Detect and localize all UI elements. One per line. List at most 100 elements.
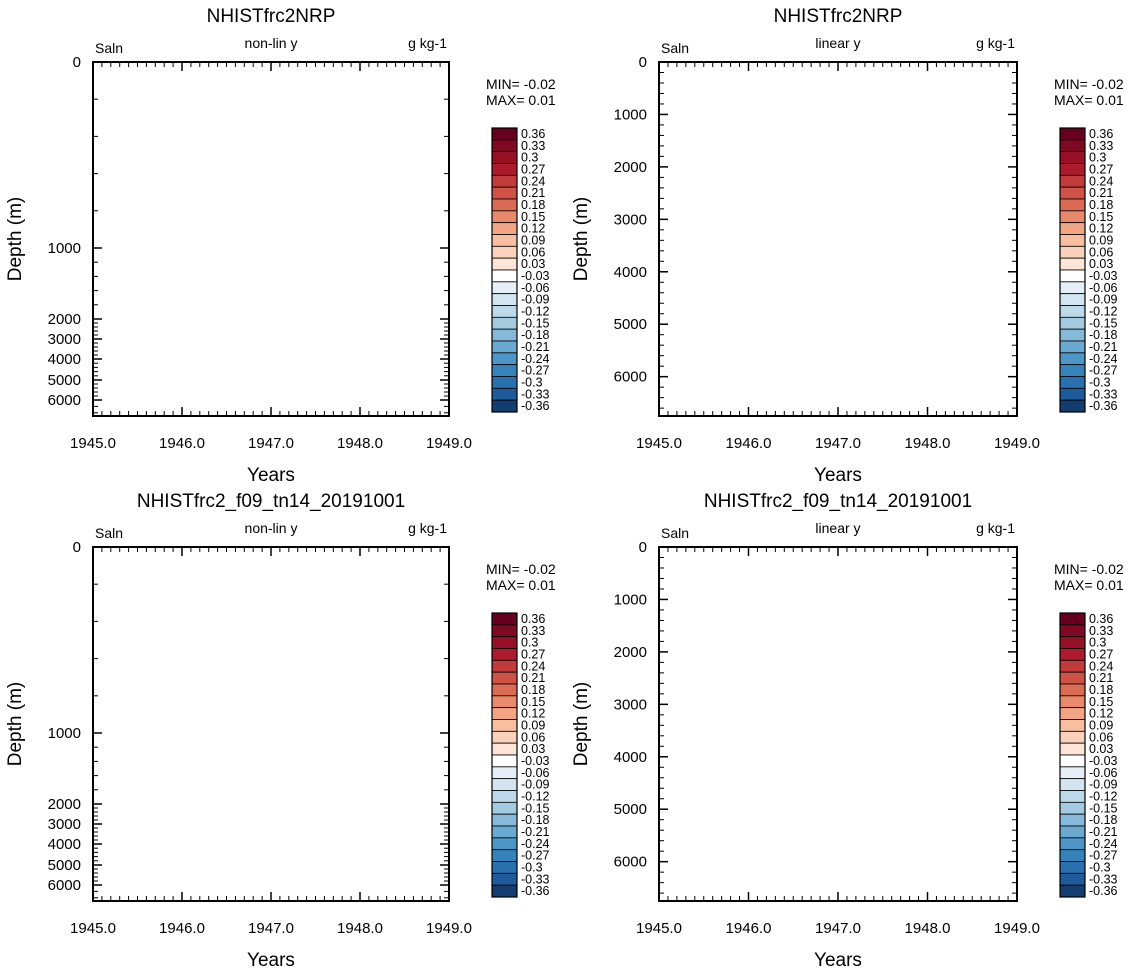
colorbar-swatch	[491, 174, 518, 188]
y-tick-label: 3000	[614, 211, 647, 228]
y-tick-label: 4000	[614, 264, 647, 281]
colorbar-swatch	[1059, 648, 1086, 661]
colorbar-swatch	[1059, 707, 1086, 720]
colorbar-label: 0.09	[521, 233, 545, 247]
colorbar-label: 0.3	[521, 636, 538, 650]
colorbar-swatch	[491, 624, 518, 638]
colorbar-label: -0.33	[521, 872, 550, 886]
colorbar-swatch	[1059, 210, 1086, 224]
y-tick-label: 5000	[614, 316, 647, 333]
x-tick-label: 1948.0	[905, 435, 951, 452]
colorbar-label: 0.27	[1089, 647, 1113, 661]
colorbar-label: 0.09	[1089, 233, 1113, 247]
colorbar-swatch	[491, 399, 518, 413]
colorbar-swatch	[1059, 186, 1086, 200]
colorbar-label: 0.15	[1089, 210, 1113, 224]
colorbar-label: -0.15	[521, 316, 550, 330]
colorbar-swatch	[1059, 151, 1086, 164]
colorbar-label: 0.12	[1089, 707, 1113, 721]
colorbar-swatch	[491, 730, 518, 744]
colorbar-label: 0.03	[521, 742, 545, 756]
colorbar-swatch	[1059, 399, 1086, 413]
colorbar-swatch	[1059, 837, 1086, 851]
y-tick-label: 5000	[48, 372, 81, 389]
colorbar-label: 0.18	[1089, 198, 1113, 212]
center-label: linear y	[815, 35, 860, 51]
colorbar-swatch	[491, 269, 518, 283]
max-label: MAX= 0.01	[1054, 577, 1124, 593]
colorbar-swatch	[1059, 778, 1086, 791]
colorbar-label: -0.06	[1089, 281, 1118, 295]
colorbar-label: -0.36	[1089, 884, 1118, 898]
colorbar-swatch	[1059, 659, 1086, 673]
max-label: MAX= 0.01	[486, 577, 556, 593]
colorbar-label: -0.27	[1089, 849, 1118, 863]
colorbar-label: 0.18	[521, 198, 545, 212]
colorbar-label: 0.06	[521, 730, 545, 744]
y-tick-label: 2000	[48, 311, 81, 328]
colorbar-label: 0.33	[1089, 624, 1113, 638]
colorbar-label: -0.33	[1089, 872, 1118, 886]
x-tick-label: 1946.0	[726, 920, 772, 937]
colorbar-swatch	[1059, 825, 1086, 839]
chart-title: NHISTfrc2_f09_tn14_20191001	[704, 491, 972, 512]
right-label: g kg-1	[976, 35, 1015, 51]
colorbar-swatch	[491, 671, 518, 685]
colorbar-swatch	[491, 742, 518, 756]
colorbar-swatch	[491, 257, 518, 271]
colorbar-label: 0.3	[521, 151, 538, 165]
colorbar-swatch	[491, 719, 518, 732]
colorbar-label: -0.36	[1089, 399, 1118, 413]
colorbar-swatch	[1059, 234, 1086, 247]
colorbar-swatch	[491, 387, 518, 401]
colorbar-label: 0.06	[1089, 730, 1113, 744]
colorbar-label: 0.21	[1089, 186, 1113, 200]
colorbar-swatch	[1059, 612, 1086, 626]
chart-title: NHISTfrc2_f09_tn14_20191001	[137, 491, 405, 512]
colorbar-label: -0.33	[521, 387, 550, 401]
colorbar-label: 0.24	[521, 174, 545, 188]
colorbar-swatch	[1059, 849, 1086, 862]
colorbar-label: -0.24	[521, 352, 550, 366]
plot-frame	[658, 61, 1018, 417]
x-tick-label: 1949.0	[994, 920, 1040, 937]
colorbar-swatch	[491, 376, 518, 389]
y-tick-label: 3000	[48, 816, 81, 833]
colorbar-swatch	[491, 222, 518, 235]
colorbar-label: 0.3	[1089, 636, 1106, 650]
colorbar-label: -0.21	[521, 340, 550, 354]
y-tick-label: 2000	[614, 159, 647, 176]
y-tick-label: 1000	[48, 725, 81, 742]
colorbar-swatch	[1059, 861, 1086, 874]
colorbar-label: 0.06	[1089, 245, 1113, 259]
colorbar-label: -0.09	[1089, 293, 1118, 307]
colorbar-swatch	[491, 636, 518, 649]
min-label: MIN= -0.02	[486, 76, 556, 92]
colorbar-label: 0.15	[521, 210, 545, 224]
colorbar-label: -0.12	[1089, 789, 1118, 803]
x-tick-label: 1948.0	[905, 920, 951, 937]
left-label: Saln	[95, 525, 123, 541]
colorbar-label: 0.06	[521, 245, 545, 259]
colorbar-label: -0.36	[521, 884, 550, 898]
colorbar-label: -0.12	[1089, 304, 1118, 318]
x-tick-label: 1946.0	[726, 435, 772, 452]
x-tick-label: 1946.0	[159, 435, 205, 452]
x-axis-label: Years	[814, 950, 862, 971]
y-tick-label: 3000	[614, 696, 647, 713]
colorbar-label: -0.15	[521, 801, 550, 815]
y-tick-label: 4000	[614, 749, 647, 766]
colorbar-swatch	[491, 813, 518, 827]
y-tick-label: 5000	[614, 801, 647, 818]
colorbar-swatch	[1059, 790, 1086, 803]
colorbar-label: -0.18	[1089, 813, 1118, 827]
x-tick-label: 1949.0	[994, 435, 1040, 452]
colorbar-label: -0.03	[521, 269, 550, 283]
chart-title: NHISTfrc2NRP	[207, 6, 336, 27]
colorbar-swatch	[491, 245, 518, 259]
colorbar-swatch	[491, 281, 518, 295]
max-label: MAX= 0.01	[486, 92, 556, 108]
plot-frame	[658, 546, 1018, 902]
colorbar-swatch	[491, 163, 518, 176]
colorbar-swatch	[1059, 754, 1086, 768]
